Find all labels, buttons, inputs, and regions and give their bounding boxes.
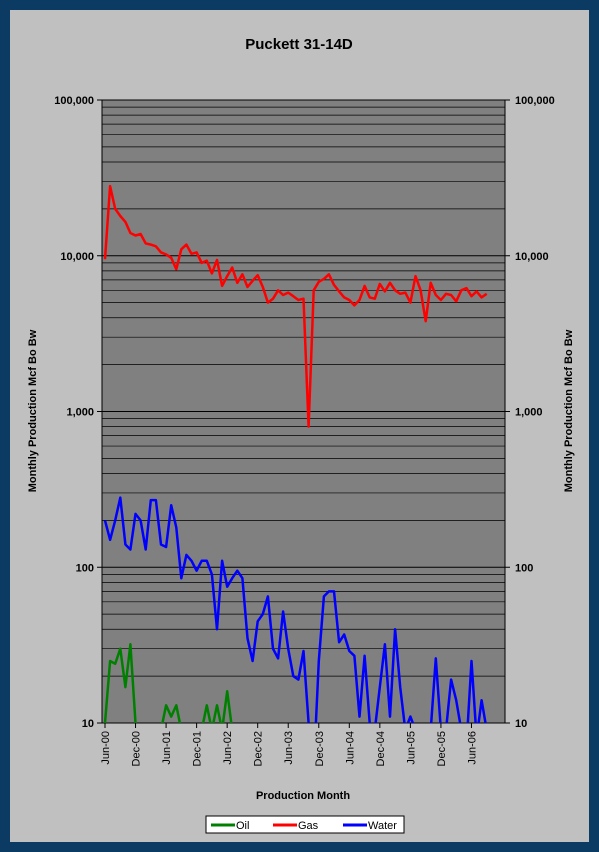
x-tick-label: Dec-04 xyxy=(375,731,387,766)
chart-title: Puckett 31-14D xyxy=(245,36,353,53)
x-tick-label: Jun-02 xyxy=(222,731,234,765)
series-lines xyxy=(103,184,488,723)
y-tick-label-right: 10 xyxy=(515,718,527,730)
series-line-gas xyxy=(103,184,488,428)
series-line-oil xyxy=(103,643,233,723)
y-tick-label-left: 1,000 xyxy=(66,407,94,419)
y-tick-label-left: 10 xyxy=(82,718,94,730)
x-tick-label: Dec-01 xyxy=(192,731,204,766)
legend-label-oil: Oil xyxy=(236,820,249,832)
y-tick-label-right: 1,000 xyxy=(515,407,543,419)
legend-label-water: Water xyxy=(368,820,397,832)
x-tick-label: Jun-06 xyxy=(466,731,478,765)
y-tick-label-right: 100,000 xyxy=(515,95,555,107)
x-axis-label: Production Month xyxy=(256,790,350,802)
x-tick-label: Dec-02 xyxy=(253,731,265,766)
legend-label-gas: Gas xyxy=(298,820,319,832)
chart-panel: Puckett 31-14D 10 100 1,000 10,000 100,000 1… xyxy=(10,10,589,842)
y-axis-right-label: Monthly Production Mcf Bo Bw xyxy=(563,329,575,492)
x-tick-label: Dec-03 xyxy=(314,731,326,766)
legend-box xyxy=(205,815,405,834)
y-tick-label-left: 10,000 xyxy=(60,251,94,263)
x-tick-label: Jun-01 xyxy=(161,731,173,765)
legend: Oil Gas Water xyxy=(205,815,405,834)
x-tick-label: Dec-00 xyxy=(131,731,143,766)
x-tick-label: Dec-05 xyxy=(436,731,448,766)
y-axis-left-ticks: 10 100 1,000 10,000 100,000 xyxy=(54,95,102,730)
x-axis-ticks: Jun-00 Dec-00 Jun-01 Dec-01 Jun-02 Dec-02 Jun-… xyxy=(100,723,478,766)
y-tick-label-right: 100 xyxy=(515,562,533,574)
x-tick-label: Jun-04 xyxy=(344,731,356,765)
y-tick-label-left: 100 xyxy=(76,562,94,574)
production-chart: Puckett 31-14D 10 100 1,000 10,000 100,000 1… xyxy=(27,36,575,834)
x-tick-label: Jun-00 xyxy=(100,731,112,765)
series-line-water xyxy=(103,496,487,723)
x-tick-label: Jun-05 xyxy=(405,731,417,765)
y-tick-label-left: 100,000 xyxy=(54,95,94,107)
y-axis-right-ticks: 10 100 1,000 10,000 100,000 xyxy=(505,95,555,730)
y-axis-left-label: Monthly Production Mcf Bo Bw xyxy=(27,329,39,492)
x-tick-label: Jun-03 xyxy=(283,731,295,765)
y-tick-label-right: 10,000 xyxy=(515,251,549,263)
